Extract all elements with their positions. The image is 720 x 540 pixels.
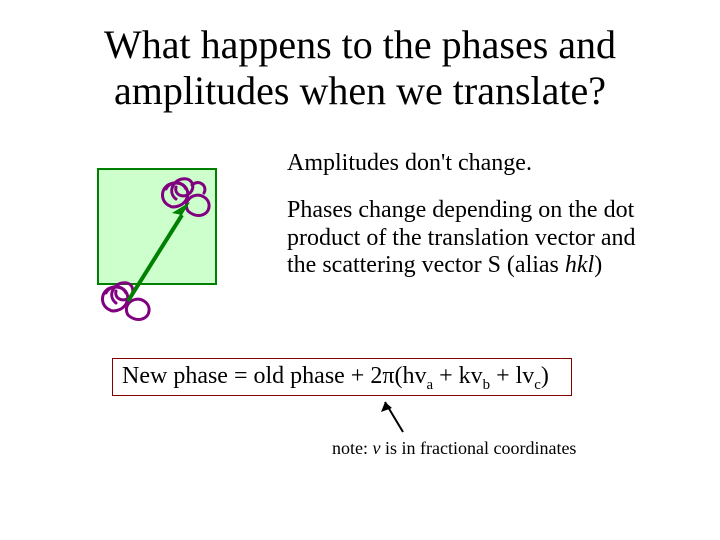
formula-prefix: New phase = old phase + 2 [122,363,382,389]
formula-pi: π [382,363,394,389]
translation-illustration [80,155,260,330]
formula-mid1: + kv [433,363,483,389]
unit-cell-box [98,169,216,284]
title-line-2: amplitudes when we translate? [114,68,606,113]
formula-open: (hv [394,363,426,389]
note-prefix: note: [332,438,373,458]
slide-title: What happens to the phases and amplitude… [0,22,720,114]
amplitudes-text: Amplitudes don't change. [287,150,532,177]
note-suffix: is in fractional coordinates [381,438,577,458]
footnote-text: note: v is in fractional coordinates [332,438,576,459]
formula-sub-c: c [534,377,541,393]
molecule-scribble-origin [103,283,150,320]
phases-part2: ) [594,252,602,278]
title-line-1: What happens to the phases and [104,22,616,67]
formula-mid2: + lv [490,363,534,389]
formula-sub-b: b [483,377,490,393]
phase-formula-box: New phase = old phase + 2π(hva + kvb + l… [112,358,572,396]
note-v: v [373,438,381,458]
phases-text: Phases change depending on the dot produ… [287,197,670,280]
phases-hkl: hkl [565,252,594,278]
annotation-arrow-icon [375,396,415,436]
formula-close: ) [541,363,549,389]
